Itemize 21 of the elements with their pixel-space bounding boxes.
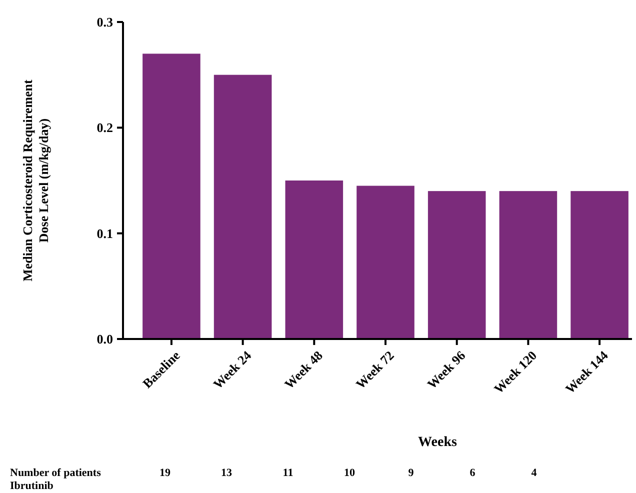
text: 9	[408, 467, 414, 479]
text: 10	[344, 467, 356, 479]
text: 4	[531, 467, 538, 479]
y-tick-label: 0.0	[96, 332, 113, 347]
bar	[428, 191, 486, 339]
bar	[214, 74, 272, 339]
text: 6	[470, 467, 476, 479]
bar	[285, 180, 344, 339]
text: 11	[282, 467, 294, 479]
text: Number of patients Ibrutinib	[10, 467, 102, 492]
bar	[142, 54, 200, 339]
bar	[499, 191, 558, 339]
bar	[570, 191, 628, 339]
text: 13	[221, 467, 232, 479]
y-tick-label: 0.1	[96, 226, 113, 241]
y-tick-label: 0.3	[96, 14, 114, 30]
x-axis-title: Weeks	[418, 435, 458, 450]
text: 19	[160, 467, 171, 479]
bar	[356, 186, 414, 339]
y-tick-label: 0.2	[96, 120, 113, 136]
y-axis-title: Median Corticosteroid Requirement Dose Level (m/kg/day)	[20, 78, 51, 282]
